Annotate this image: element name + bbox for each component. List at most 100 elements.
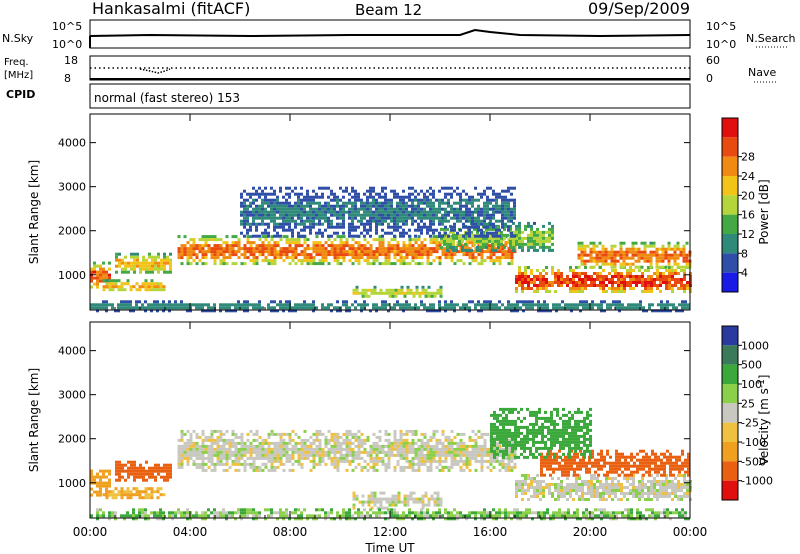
heatmap-cell — [674, 489, 677, 492]
heatmap-cell — [677, 489, 680, 492]
heatmap-cell — [468, 253, 472, 257]
heatmap-cell — [348, 216, 351, 220]
heatmap-cell — [592, 259, 596, 263]
heatmap-cell — [548, 290, 551, 293]
heatmap-cell — [201, 450, 205, 454]
heatmap-cell — [651, 303, 654, 307]
heatmap-cell — [327, 238, 331, 242]
heatmap-cell — [381, 204, 384, 208]
heatmap-cell — [575, 281, 578, 284]
heatmap-cell — [171, 306, 174, 310]
heatmap-cell — [234, 435, 238, 439]
heatmap-cell — [372, 444, 376, 448]
heatmap-cell — [456, 186, 459, 190]
heatmap-cell — [459, 444, 463, 448]
heatmap-cell — [361, 500, 365, 504]
heatmap-cell — [533, 281, 536, 284]
heatmap-cell — [126, 496, 130, 500]
heatmap-cell — [650, 489, 653, 492]
heatmap-cell — [492, 262, 496, 266]
heatmap-cell — [414, 204, 417, 208]
heatmap-cell — [255, 447, 259, 451]
heatmap-cell — [551, 230, 554, 234]
heatmap-cell — [387, 447, 391, 451]
heatmap-cell — [477, 234, 480, 238]
nsky-label: N.Sky — [2, 32, 34, 45]
heatmap-cell — [234, 253, 238, 257]
heatmap-cell — [396, 219, 399, 223]
heatmap-cell — [524, 224, 527, 228]
heatmap-cell — [450, 453, 454, 457]
heatmap-cell — [471, 204, 474, 208]
heatmap-cell — [610, 265, 614, 269]
heatmap-cell — [219, 253, 223, 257]
heatmap-cell — [644, 486, 647, 489]
heatmap-cell — [342, 456, 346, 460]
heatmap-cell — [575, 275, 578, 278]
heatmap-cell — [279, 432, 283, 436]
heatmap-cell — [388, 497, 392, 501]
heatmap-cell — [444, 456, 448, 460]
heatmap-cell — [677, 287, 680, 290]
heatmap-cell — [563, 278, 566, 281]
heatmap-cell — [222, 468, 226, 472]
heatmap-cell — [363, 222, 366, 226]
heatmap-cell — [333, 438, 337, 442]
heatmap-cell — [604, 259, 608, 263]
heatmap-cell — [363, 250, 367, 254]
heatmap-cell — [543, 309, 546, 313]
heatmap-cell — [118, 472, 121, 476]
heatmap-cell — [336, 210, 339, 214]
heatmap-cell — [237, 441, 241, 445]
heatmap-cell — [681, 303, 684, 307]
heatmap-cell — [402, 201, 405, 205]
heatmap-cell — [489, 186, 492, 190]
heatmap-cell — [370, 497, 374, 501]
heatmap-cell — [330, 435, 334, 439]
heatmap-cell — [363, 253, 367, 257]
heatmap-cell — [512, 245, 515, 249]
heatmap-cell — [611, 287, 614, 290]
heatmap-cell — [330, 213, 333, 217]
heatmap-cell — [589, 253, 593, 257]
heatmap-cell — [117, 288, 121, 292]
heatmap-cell — [420, 228, 423, 232]
heatmap-cell — [231, 250, 235, 254]
heatmap-cell — [129, 285, 133, 289]
heatmap-cell — [127, 466, 130, 470]
heatmap-cell — [294, 444, 298, 448]
heatmap-cell — [207, 459, 211, 463]
heatmap-cell — [477, 435, 481, 439]
heatmap-cell — [282, 250, 286, 254]
heatmap-cell — [500, 236, 503, 240]
heatmap-cell — [402, 210, 405, 214]
heatmap-cell — [501, 253, 505, 257]
heatmap-cell — [411, 207, 414, 211]
heatmap-cell — [136, 258, 139, 262]
heatmap-cell — [507, 306, 510, 310]
heatmap-cell — [581, 498, 584, 501]
heatmap-cell — [243, 234, 246, 238]
heatmap-cell — [570, 309, 573, 313]
heatmap-cell — [614, 281, 617, 284]
heatmap-cell — [458, 233, 461, 237]
heatmap-cell — [482, 230, 485, 234]
heatmap-cell — [309, 450, 313, 454]
heatmap-cell — [145, 478, 148, 482]
heatmap-cell — [498, 204, 501, 208]
heatmap-cell — [432, 435, 436, 439]
heatmap-cell — [222, 456, 226, 460]
heatmap-cell — [321, 213, 324, 217]
heatmap-cell — [507, 216, 510, 220]
heatmap-cell — [629, 492, 632, 495]
heatmap-cell — [240, 219, 243, 223]
heatmap-cell — [297, 447, 301, 451]
heatmap-cell — [183, 456, 187, 460]
heatmap-cell — [518, 284, 521, 287]
heatmap-cell — [465, 447, 469, 451]
heatmap-cell — [399, 262, 403, 266]
heatmap-cell — [252, 234, 255, 238]
heatmap-cell — [366, 438, 370, 442]
heatmap-cell — [601, 244, 605, 248]
heatmap-cell — [540, 306, 543, 310]
